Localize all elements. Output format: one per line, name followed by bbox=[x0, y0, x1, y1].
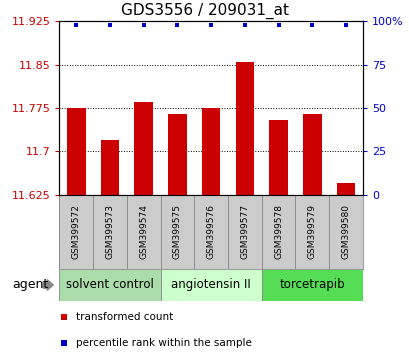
Bar bbox=[328, 195, 362, 269]
Point bbox=[140, 22, 147, 28]
Bar bbox=[194, 195, 227, 269]
Text: agent: agent bbox=[12, 279, 48, 291]
Point bbox=[342, 22, 348, 28]
Text: torcetrapib: torcetrapib bbox=[279, 279, 344, 291]
Text: solvent control: solvent control bbox=[66, 279, 153, 291]
Text: GDS3556 / 209031_at: GDS3556 / 209031_at bbox=[121, 2, 288, 19]
Text: GSM399573: GSM399573 bbox=[105, 204, 114, 259]
Text: transformed count: transformed count bbox=[76, 312, 173, 322]
Text: percentile rank within the sample: percentile rank within the sample bbox=[76, 338, 251, 348]
Bar bbox=[168, 114, 186, 195]
Point bbox=[308, 22, 315, 28]
Point bbox=[73, 22, 79, 28]
Bar bbox=[59, 269, 160, 301]
Bar bbox=[235, 62, 254, 195]
Point bbox=[241, 22, 247, 28]
Text: GSM399572: GSM399572 bbox=[72, 204, 81, 259]
Bar bbox=[269, 120, 287, 195]
Point bbox=[207, 22, 214, 28]
Bar bbox=[101, 140, 119, 195]
Point bbox=[174, 22, 180, 28]
Point bbox=[106, 22, 113, 28]
Bar bbox=[59, 195, 93, 269]
Bar bbox=[227, 195, 261, 269]
Text: GSM399578: GSM399578 bbox=[273, 204, 282, 259]
Bar bbox=[67, 108, 85, 195]
Bar bbox=[126, 195, 160, 269]
Bar bbox=[261, 195, 295, 269]
Bar bbox=[93, 195, 126, 269]
Bar bbox=[201, 108, 220, 195]
Text: GSM399579: GSM399579 bbox=[307, 204, 316, 259]
Bar bbox=[261, 269, 362, 301]
Text: GSM399580: GSM399580 bbox=[341, 204, 350, 259]
Bar bbox=[160, 195, 194, 269]
Text: GSM399577: GSM399577 bbox=[240, 204, 249, 259]
Bar bbox=[302, 114, 321, 195]
Bar bbox=[336, 183, 355, 195]
Point bbox=[60, 314, 67, 320]
Text: GSM399575: GSM399575 bbox=[173, 204, 182, 259]
Point bbox=[60, 341, 67, 346]
Point bbox=[274, 22, 281, 28]
Text: GSM399574: GSM399574 bbox=[139, 204, 148, 259]
Text: angiotensin II: angiotensin II bbox=[171, 279, 250, 291]
Bar bbox=[134, 102, 153, 195]
Bar bbox=[160, 269, 261, 301]
Bar bbox=[295, 195, 328, 269]
Text: GSM399576: GSM399576 bbox=[206, 204, 215, 259]
